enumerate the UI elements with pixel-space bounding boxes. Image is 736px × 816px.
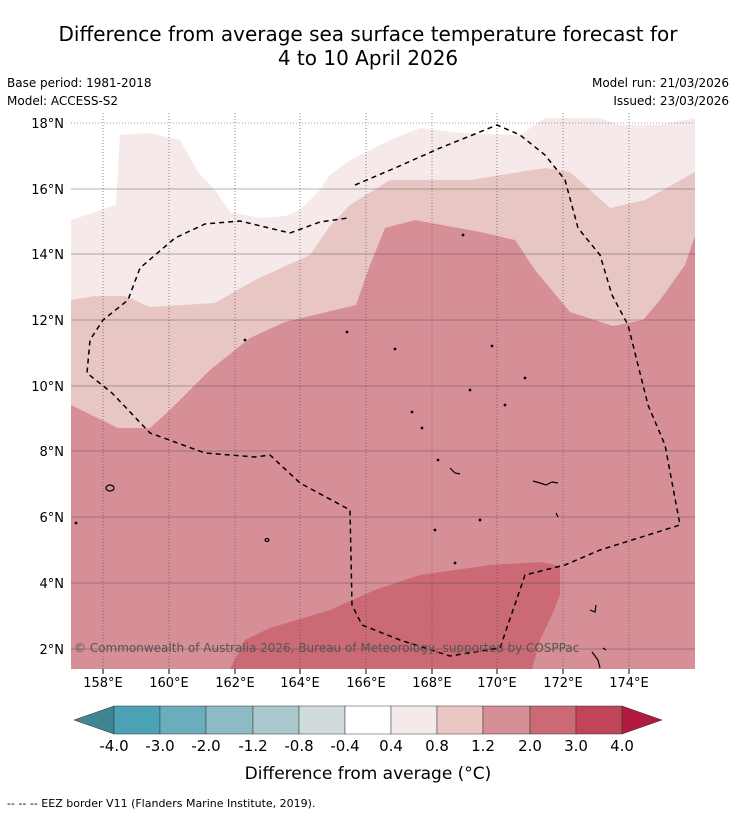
atoll-jaluit — [532, 480, 559, 486]
lon-label-168: 168°E — [412, 676, 452, 691]
lon-label-166: 166°E — [346, 676, 386, 691]
lon-label-160: 160°E — [149, 676, 189, 691]
islet-k — [453, 561, 457, 565]
colorbar-segment-4 — [252, 705, 300, 735]
islet-i — [478, 518, 482, 522]
islet-b — [393, 347, 397, 351]
lon-label-170: 170°E — [477, 676, 517, 691]
lat-label-16: 16°N — [31, 183, 64, 198]
colorbar-title: Difference from average (°C) — [244, 764, 492, 784]
islet-f — [420, 426, 424, 430]
lat-label-6: 6°N — [40, 511, 65, 526]
islet-h — [436, 458, 440, 462]
colorbar-label-7: 0.4 — [379, 737, 403, 755]
model-text: Model: ACCESS-S2 — [7, 94, 119, 108]
islet-o — [523, 376, 527, 380]
eez-border — [86, 124, 681, 657]
lat-label-18: 18°N — [31, 117, 64, 132]
islet-n — [74, 521, 78, 525]
islands — [74, 233, 607, 669]
islet-d — [468, 388, 472, 392]
islet-e — [410, 410, 414, 414]
colorbar-arrow-left — [73, 705, 115, 735]
band-2.0-3.0 — [230, 562, 560, 669]
eez-legend-note: -- -- -- EEZ border V11 (Flanders Marine… — [7, 797, 316, 810]
islet-c — [490, 344, 494, 348]
title-line-1: Difference from average sea surface temp… — [58, 22, 678, 46]
colorbar-segment-10 — [529, 705, 577, 735]
map-title: Difference from average sea surface temp… — [0, 22, 736, 70]
title-line-2: 4 to 10 April 2026 — [277, 46, 459, 70]
colorbar-label-2: -3.0 — [145, 737, 175, 755]
colorbar-segment-8 — [436, 705, 484, 735]
colorbar-segment-11 — [575, 705, 623, 735]
lon-label-174: 174°E — [609, 676, 649, 691]
colorbar-segment-9 — [482, 705, 531, 735]
colorbar-segment-3 — [205, 705, 254, 735]
lon-label-172: 172°E — [543, 676, 583, 691]
island-kosrae — [264, 537, 270, 543]
atoll-abemama — [591, 651, 601, 669]
islet-a — [345, 330, 349, 334]
colorbar-segment-5 — [298, 705, 346, 735]
lat-labels: 18°N 16°N 14°N 12°N 10°N 8°N 6°N 4°N 2°N — [31, 117, 64, 658]
colorbar-label-3: -2.0 — [191, 737, 221, 755]
colorbar — [73, 705, 663, 735]
anomaly-field — [71, 118, 695, 669]
colorbar-label-8: 0.8 — [425, 737, 449, 755]
colorbar-segment-7 — [390, 705, 438, 735]
lat-label-8: 8°N — [40, 445, 65, 460]
lon-label-158: 158°E — [83, 676, 123, 691]
meta-left: Base period: 1981-2018 Model: ACCESS-S2 — [7, 74, 152, 110]
graticule — [71, 113, 695, 669]
lat-label-10: 10°N — [31, 380, 64, 395]
colorbar-label-5: -0.8 — [284, 737, 314, 755]
lat-label-2: 2°N — [40, 643, 65, 658]
islet-g — [503, 403, 507, 407]
colorbar-segment-2 — [159, 705, 207, 735]
colorbar-label-1: -4.0 — [99, 737, 129, 755]
model-run-text: Model run: 21/03/2026 — [591, 76, 729, 90]
islet-j — [433, 528, 437, 532]
colorbar-label-11: 3.0 — [564, 737, 588, 755]
colorbar-arrow-right — [621, 705, 663, 735]
colorbar-segment-1 — [113, 705, 161, 735]
atoll-south — [602, 647, 607, 651]
lat-label-12: 12°N — [31, 314, 64, 329]
colorbar-label-9: 1.2 — [471, 737, 495, 755]
lon-label-162: 162°E — [215, 676, 255, 691]
islet-m — [243, 338, 247, 342]
copyright-text: © Commonwealth of Australia 2026, Bureau… — [74, 641, 580, 655]
meta-right: Model run: 21/03/2026 Issued: 23/03/2026 — [592, 74, 729, 110]
island-pohnpei — [105, 484, 115, 492]
atoll-kwajalein — [449, 467, 461, 475]
lon-label-164: 164°E — [280, 676, 320, 691]
islet-l — [461, 233, 465, 237]
ticks — [102, 669, 630, 674]
band-white-top — [71, 118, 695, 220]
colorbar-label-10: 2.0 — [518, 737, 542, 755]
base-period-text: Base period: 1981-2018 — [7, 76, 152, 90]
lat-label-14: 14°N — [31, 248, 64, 263]
colorbar-label-4: -1.2 — [238, 737, 268, 755]
colorbar-segment-6 — [344, 705, 392, 735]
lat-label-4: 4°N — [40, 577, 65, 592]
colorbar-label-6: -0.4 — [330, 737, 360, 755]
lon-labels: 158°E 160°E 162°E 164°E 166°E 168°E 170°… — [83, 676, 649, 691]
issued-text: Issued: 23/03/2026 — [613, 94, 729, 108]
atoll-tarawa — [589, 604, 597, 613]
colorbar-label-12: 4.0 — [610, 737, 634, 755]
atoll-mili — [555, 512, 559, 518]
